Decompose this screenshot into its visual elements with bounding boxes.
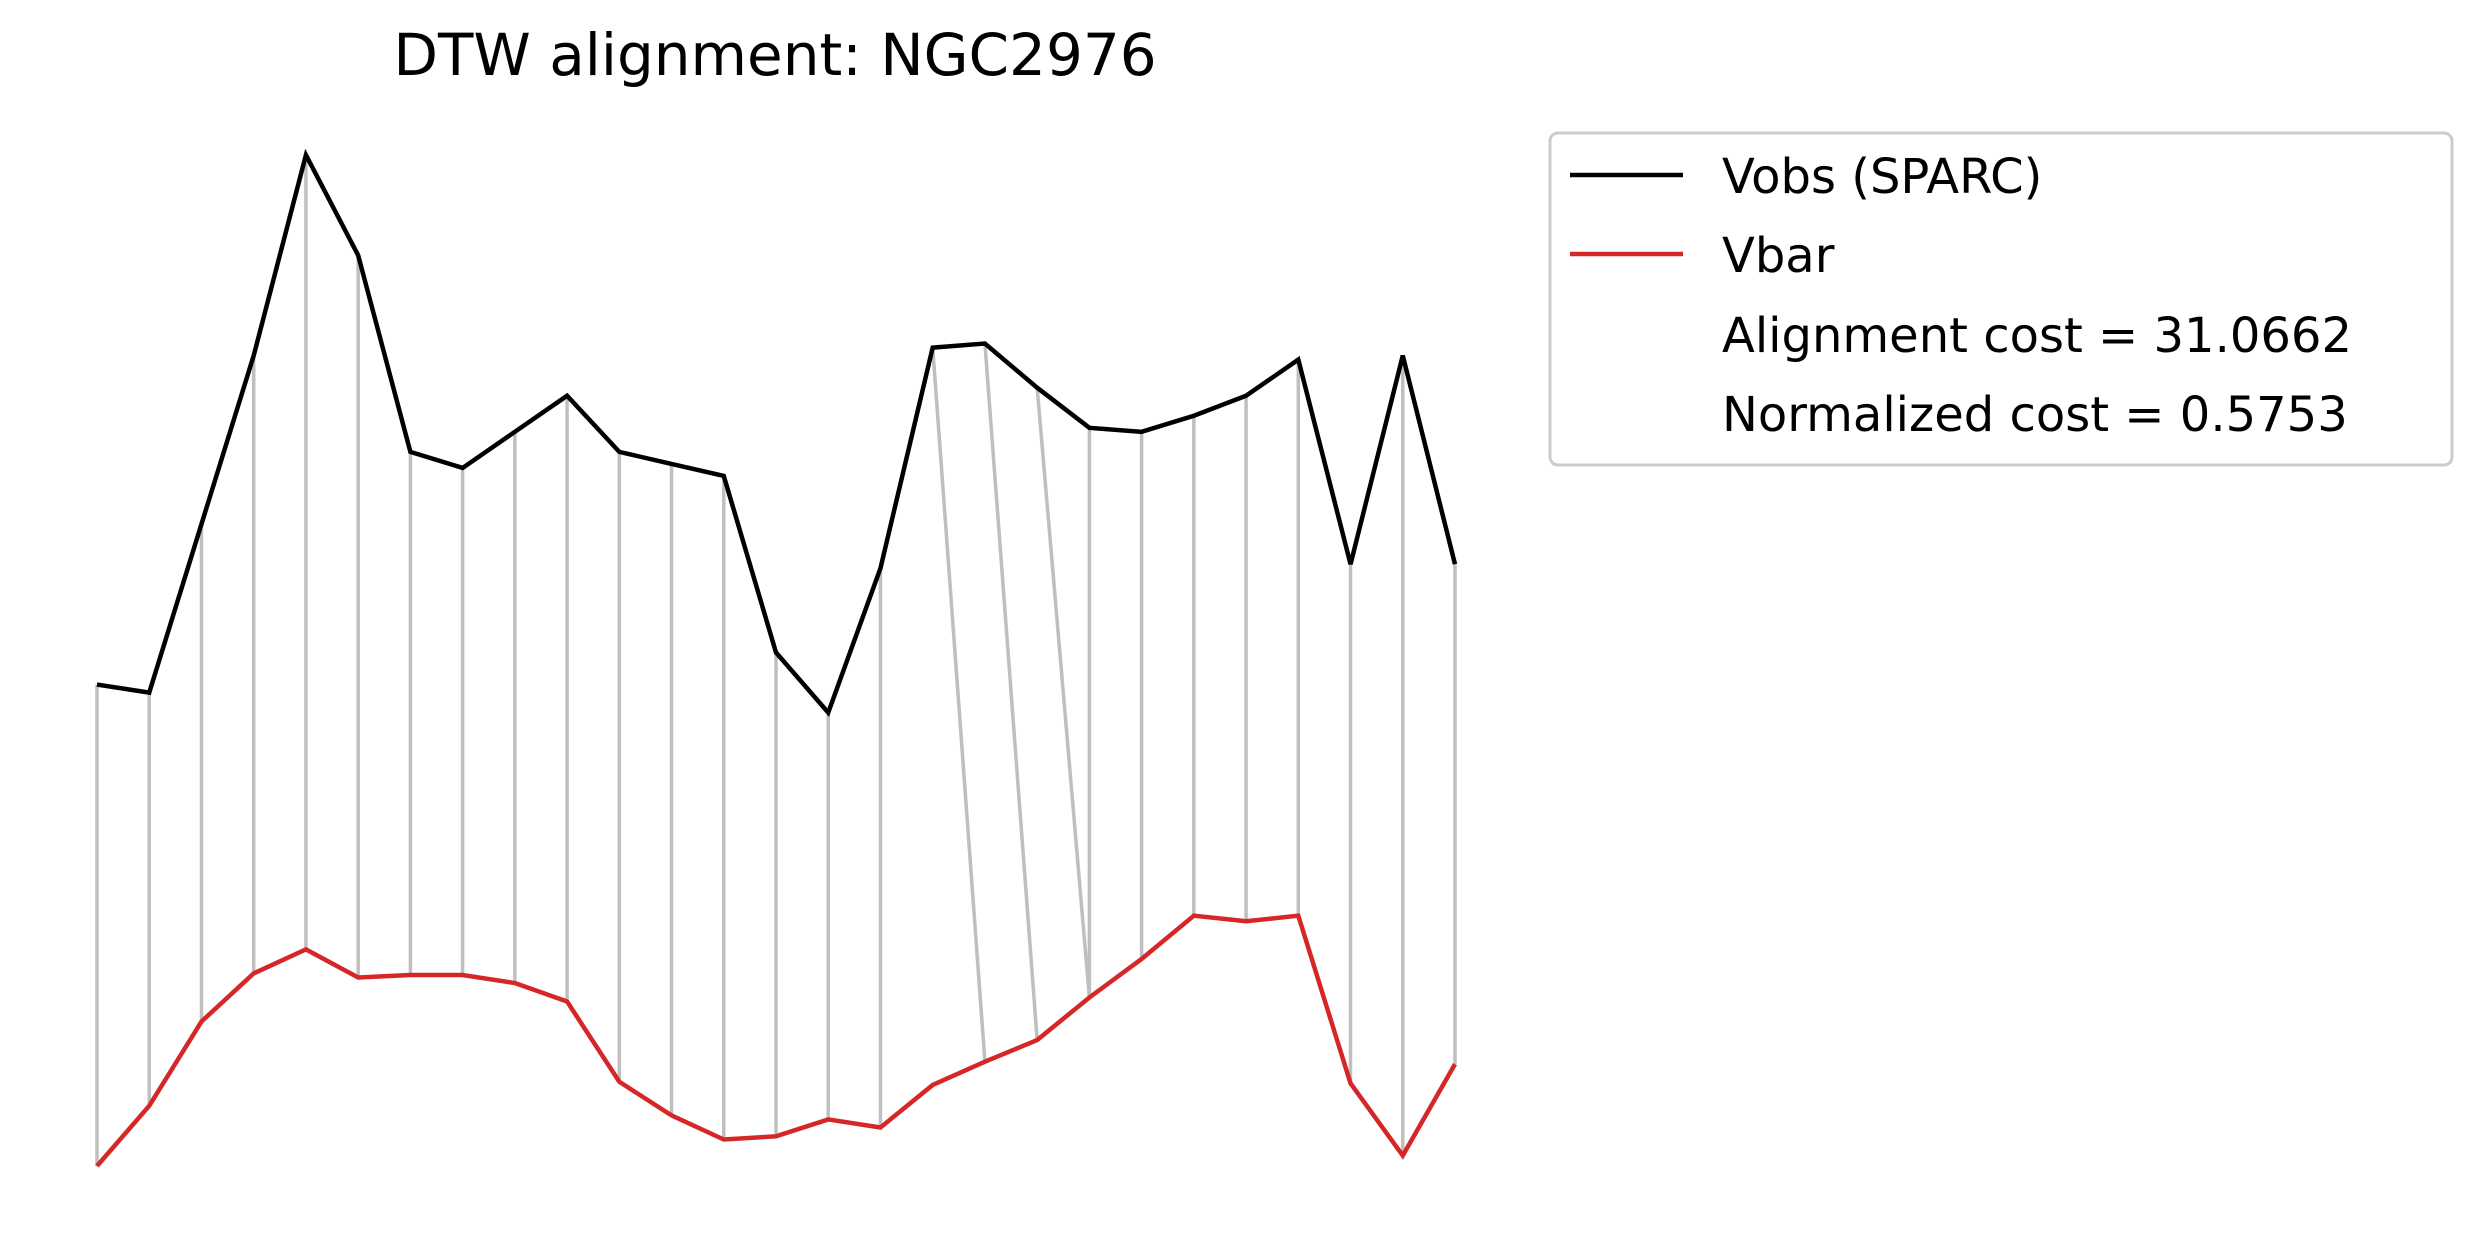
- alignment-line: [983, 343, 1039, 1041]
- series-line-vobs: [96, 148, 1458, 718]
- alignment-line: [930, 347, 987, 1062]
- legend-label-vobs: Vobs (SPARC): [1722, 149, 2042, 205]
- chart-title: DTW alignment: NGC2976: [393, 21, 1156, 89]
- legend-label-vbar: Vbar: [1722, 228, 1835, 284]
- legend-alignment-cost: Alignment cost = 31.0662: [1722, 308, 2352, 364]
- legend: Vobs (SPARC) Vbar Alignment cost = 31.06…: [1548, 131, 2454, 467]
- series-line-vbar: [95, 913, 1457, 1168]
- alignment-lines: [95, 155, 1457, 1166]
- alignment-line: [1035, 387, 1092, 998]
- legend-box: [1548, 131, 2454, 467]
- series-lines: [95, 148, 1458, 1168]
- legend-normalized-cost: Normalized cost = 0.5753: [1722, 387, 2348, 443]
